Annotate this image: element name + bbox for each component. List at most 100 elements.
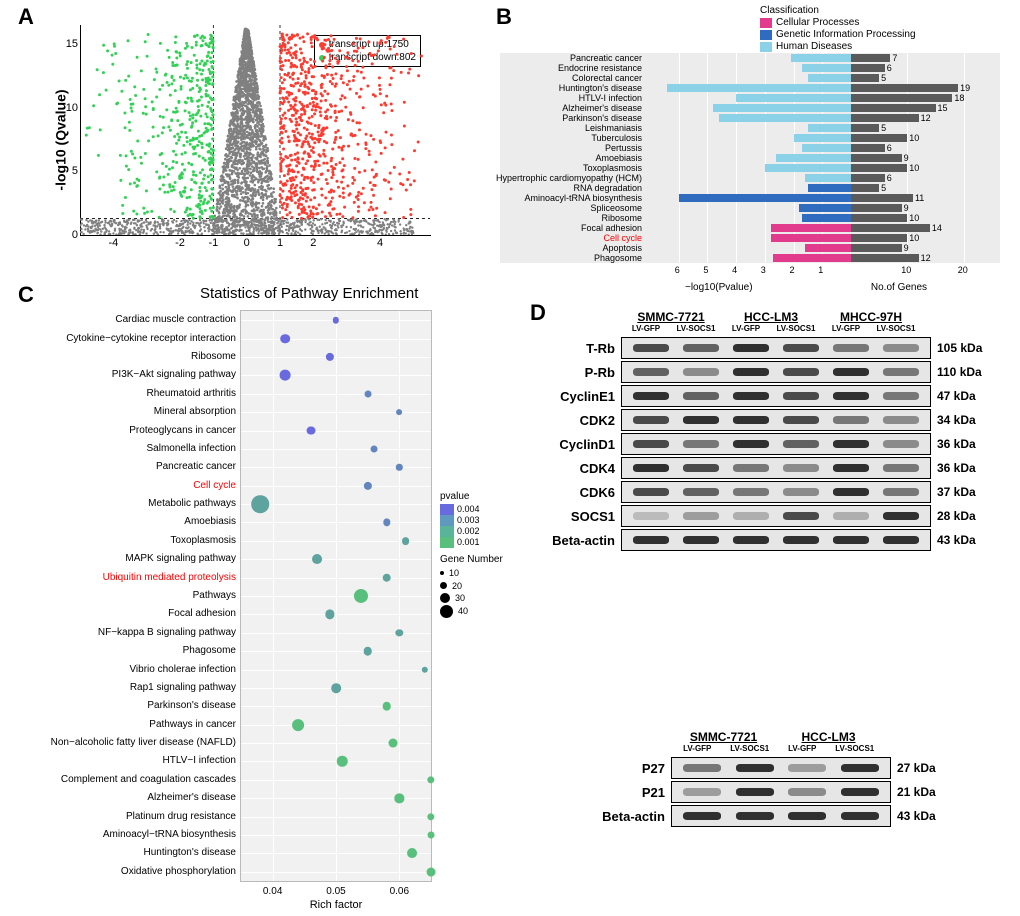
panelB-category: Toxoplasmosis [382, 163, 642, 173]
panelD-band [788, 812, 826, 820]
panelB-legend-2: Human Diseases [776, 41, 852, 53]
panelA-ytick: 15 [62, 38, 78, 50]
panelC-bubble [326, 353, 334, 361]
panelC-xtick: 0.05 [326, 886, 345, 897]
panelD-band [633, 344, 669, 352]
panelD-band [883, 392, 919, 400]
panelD-kda: 28 kDa [931, 509, 997, 523]
panelD-band [883, 440, 919, 448]
panelD-kda: 47 kDa [931, 389, 997, 403]
panelC-category: Huntington's disease [31, 848, 236, 858]
panelD-band [733, 512, 769, 520]
panelC-bubble [333, 317, 339, 323]
panelD-kda: 21 kDa [891, 785, 957, 799]
panelD-band [783, 416, 819, 424]
panelB-count: 5 [881, 183, 886, 193]
panelB-bar-left [808, 74, 851, 81]
panelD-kda: 43 kDa [891, 809, 957, 823]
panelD-band [683, 488, 719, 496]
panelD-lane [671, 757, 891, 779]
panelC-bubble [331, 683, 341, 693]
panelB-left-axis-label: −log10(Pvalue) [685, 282, 753, 293]
panelB-bar-right [851, 224, 930, 231]
panelB-count: 7 [892, 53, 897, 63]
panelD-kda: 27 kDa [891, 761, 957, 775]
panelB-bar-right [851, 154, 902, 161]
panelC-category: Rap1 signaling pathway [31, 683, 236, 693]
panelB-count: 6 [887, 143, 892, 153]
panelB-bar-right [851, 164, 907, 171]
panelD-band [733, 416, 769, 424]
panelB-bar-left [808, 124, 851, 131]
panelD-band [733, 488, 769, 496]
panelD-protein-name: P27 [590, 761, 671, 776]
panelB-bar-left [736, 94, 851, 101]
panelC-category: Ubiquitin mediated proteolysis [31, 573, 236, 583]
panelD-kda: 36 kDa [931, 437, 997, 451]
panelC-category: HTLV−I infection [31, 756, 236, 766]
panelD-lane [671, 781, 891, 803]
panelD-band [633, 488, 669, 496]
panelB-bar-right [851, 124, 879, 131]
panelC-category: Aminoacyl−tRNA biosynthesis [31, 830, 236, 840]
panelC-bubble [312, 554, 322, 564]
panelB-category: Leishmaniasis [382, 123, 642, 133]
panelD-protein-name: T-Rb [540, 341, 621, 356]
panelD-top-block: SMMC-7721HCC-LM3MHCC-97HLV-GFPLV-SOCS1LV… [540, 310, 1000, 553]
panelD-band [633, 368, 669, 376]
panelD-band [683, 788, 721, 796]
panelD-band [833, 368, 869, 376]
panelD-band [683, 536, 719, 544]
panelD-protein-name: P-Rb [540, 365, 621, 380]
panelC-category: Non−alcoholic fatty liver disease (NAFLD… [31, 738, 236, 748]
panelD-band [733, 344, 769, 352]
panelC-category: Mineral absorption [31, 407, 236, 417]
panelB-category: Endocrine resistance [382, 63, 642, 73]
panelC-bubble [292, 719, 304, 731]
panelB-bar-right [851, 84, 958, 91]
panelD-band [883, 488, 919, 496]
panelD-band [833, 440, 869, 448]
panelC-bubble [364, 482, 372, 490]
panelB-right-axis-label: No.of Genes [871, 282, 927, 293]
panelC-category: Focal adhesion [31, 609, 236, 619]
panelD-kda: 110 kDa [931, 365, 997, 379]
panelA-ytick: 0 [62, 229, 78, 241]
panelB-category: Parkinson's disease [382, 113, 642, 123]
panelD-band [683, 440, 719, 448]
panelD-band [788, 788, 826, 796]
panelD-band [841, 812, 879, 820]
panelD-band [736, 788, 774, 796]
pv-0003: 0.003 [457, 516, 480, 525]
panelB-bar-left [802, 144, 851, 151]
panelC-category: Phagosome [31, 646, 236, 656]
panelC-bubble [382, 702, 391, 711]
panelD-blot-row: CyclinD136 kDa [540, 433, 1000, 455]
panelC-bubble [337, 756, 348, 767]
panelA-xtick: 0 [244, 237, 250, 283]
panelD-subgroup-header: LV-GFP [621, 324, 671, 333]
panelC-category: Toxoplasmosis [31, 536, 236, 546]
panelC-category: Complement and coagulation cascades [31, 775, 236, 785]
panelD-protein-name: CDK6 [540, 485, 621, 500]
panelB-category: Colorectal cancer [382, 73, 642, 83]
panelD-band [883, 344, 919, 352]
panelD-band [733, 536, 769, 544]
panelB-bar-left [719, 114, 851, 121]
panelC-category: Alzheimer's disease [31, 793, 236, 803]
panelB-count: 10 [909, 213, 919, 223]
panelD-kda: 43 kDa [931, 533, 997, 547]
panelB-category: Cell cycle [382, 233, 642, 243]
panel-A-label: A [18, 4, 34, 30]
panelD-band [783, 488, 819, 496]
panelD-subgroup-header: LV-SOCS1 [671, 324, 721, 333]
panelD-band [633, 512, 669, 520]
panelD-band [736, 812, 774, 820]
panelD-band [833, 512, 869, 520]
panelD-band [633, 464, 669, 472]
panelB-count: 11 [915, 193, 924, 203]
pv-0001: 0.001 [457, 538, 480, 547]
panelD-band [783, 440, 819, 448]
panelD-blot-row: Beta-actin43 kDa [540, 529, 1000, 551]
panelB-bar-left [799, 204, 851, 211]
